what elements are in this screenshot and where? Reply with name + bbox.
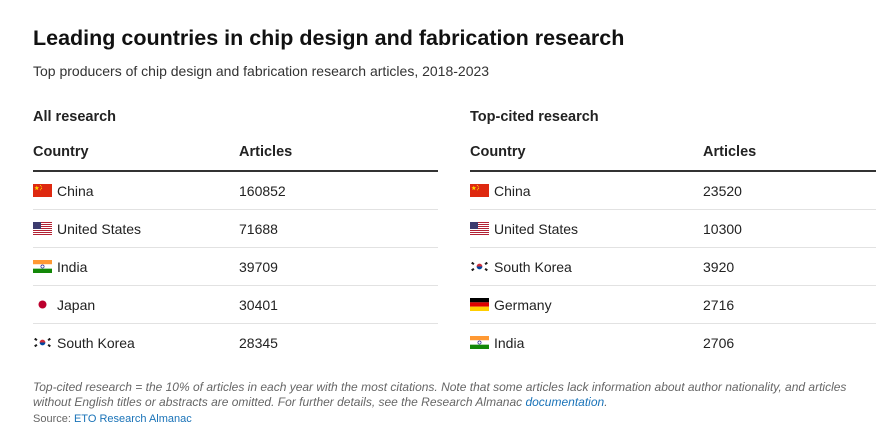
article-count: 2716 [703, 297, 735, 313]
footnote: Top-cited research = the 10% of articles… [33, 380, 883, 410]
source-label: Source: [33, 413, 74, 425]
table-header: Country Articles [470, 136, 876, 172]
article-count: 39709 [239, 259, 278, 275]
table-row: United States 71688 [33, 210, 438, 248]
column-header-country: Country [470, 144, 526, 160]
source-link[interactable]: ETO Research Almanac [73, 413, 192, 425]
all-research-table: Country Articles China 160852 United State… [33, 136, 438, 361]
footnote-text: Top-cited research = the 10% of articles… [33, 380, 847, 409]
table-body: China 160852 United States 71688 India 39709 J… [33, 172, 438, 361]
source-line: Source: ETO Research Almanac [33, 413, 192, 425]
country-name: South Korea [494, 259, 572, 275]
article-count: 160852 [239, 183, 286, 199]
table-row: South Korea 28345 [33, 324, 438, 361]
united-states-flag-icon [470, 222, 489, 235]
india-flag-icon [33, 260, 52, 273]
country-name: China [494, 183, 531, 199]
japan-flag-icon [33, 298, 52, 311]
table-row: Japan 30401 [33, 286, 438, 324]
article-count: 3920 [703, 259, 735, 275]
china-flag-icon [33, 184, 52, 197]
country-name: India [494, 335, 525, 351]
documentation-link[interactable]: documentation [525, 395, 605, 409]
country-name: China [57, 183, 94, 199]
article-count: 71688 [239, 221, 278, 237]
footnote-end: . [604, 395, 608, 409]
country-name: United States [57, 221, 142, 237]
chart-subtitle: Top producers of chip design and fabrica… [33, 63, 490, 79]
united-states-flag-icon [33, 222, 52, 235]
table-row: India 2706 [470, 324, 876, 361]
table-body: China 23520 United States 10300 South Korea 3… [470, 172, 876, 361]
germany-flag-icon [470, 298, 489, 311]
table-row: South Korea 3920 [470, 248, 876, 286]
country-name: Germany [494, 297, 552, 313]
table-row: Germany 2716 [470, 286, 876, 324]
table-row: China 160852 [33, 172, 438, 210]
table-row: India 39709 [33, 248, 438, 286]
country-name: South Korea [57, 335, 135, 351]
column-header-country: Country [33, 144, 89, 160]
table-row: China 23520 [470, 172, 876, 210]
column-header-articles: Articles [239, 144, 293, 160]
top-cited-table: Country Articles China 23520 United States… [470, 136, 876, 361]
country-name: United States [494, 221, 579, 237]
china-flag-icon [470, 184, 489, 197]
all-research-heading: All research [33, 109, 117, 125]
table-row: United States 10300 [470, 210, 876, 248]
article-count: 30401 [239, 297, 278, 313]
column-header-articles: Articles [703, 144, 757, 160]
article-count: 2706 [703, 335, 735, 351]
south-korea-flag-icon [470, 260, 489, 273]
article-count: 28345 [239, 335, 278, 351]
south-korea-flag-icon [33, 336, 52, 349]
country-name: Japan [57, 297, 96, 313]
table-header: Country Articles [33, 136, 438, 172]
article-count: 23520 [703, 183, 742, 199]
chart-title: Leading countries in chip design and fab… [33, 26, 625, 50]
article-count: 10300 [703, 221, 742, 237]
country-name: India [57, 259, 88, 275]
india-flag-icon [470, 336, 489, 349]
top-cited-heading: Top-cited research [470, 109, 599, 125]
